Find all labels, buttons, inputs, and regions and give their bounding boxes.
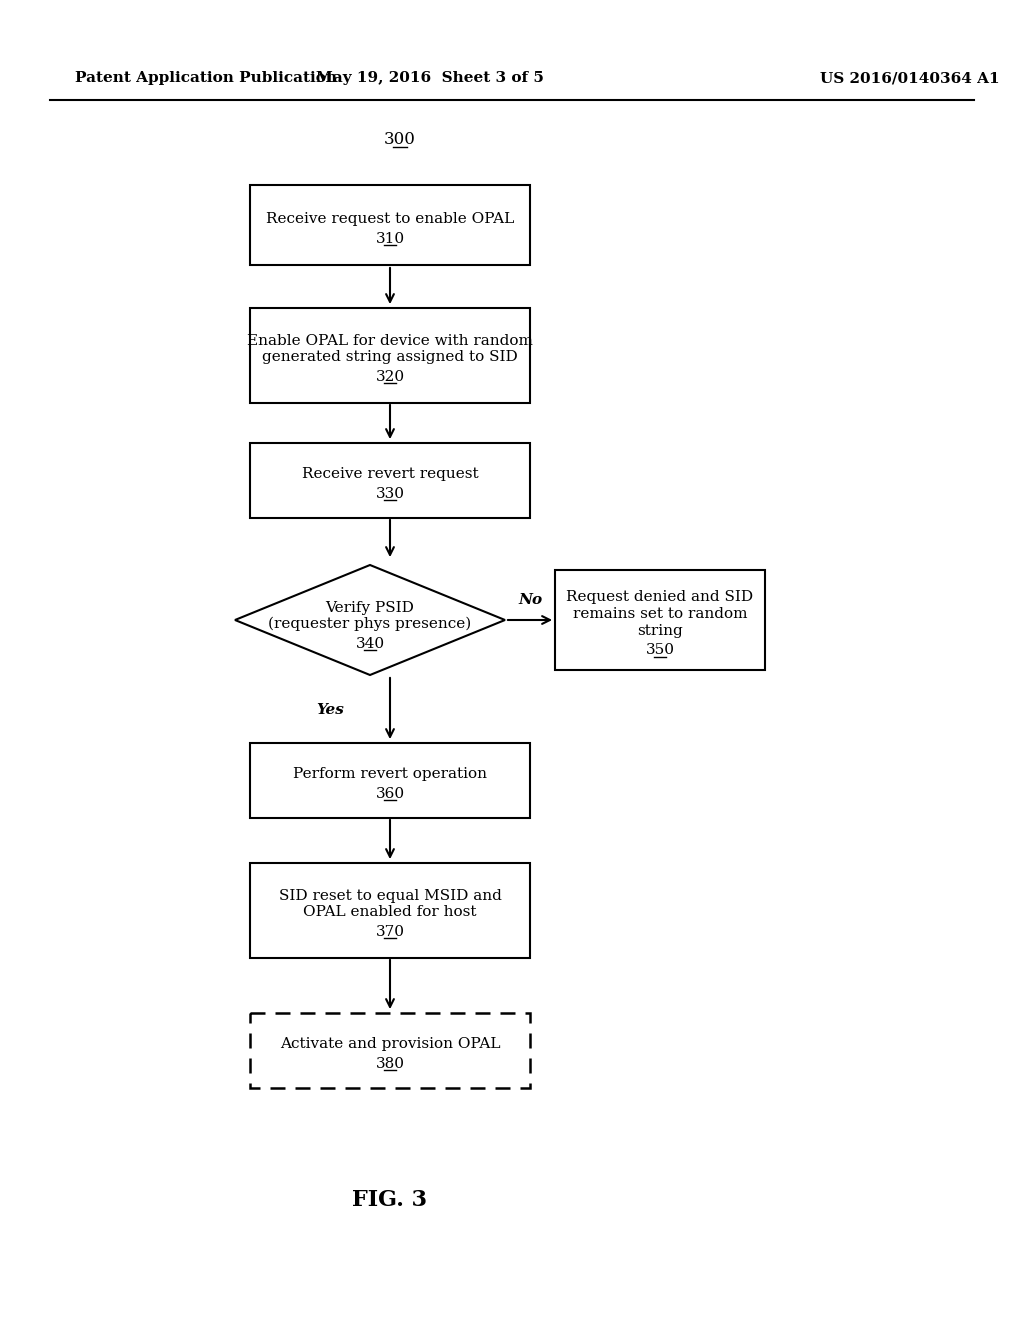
Text: 330: 330 bbox=[376, 487, 404, 502]
Text: US 2016/0140364 A1: US 2016/0140364 A1 bbox=[820, 71, 999, 84]
Text: Patent Application Publication: Patent Application Publication bbox=[75, 71, 337, 84]
Text: Receive revert request: Receive revert request bbox=[302, 467, 478, 480]
Polygon shape bbox=[234, 565, 505, 675]
Text: 360: 360 bbox=[376, 787, 404, 801]
Text: string: string bbox=[637, 623, 683, 638]
Text: 300: 300 bbox=[384, 132, 416, 149]
Bar bbox=[250, 442, 530, 517]
Text: 310: 310 bbox=[376, 232, 404, 246]
Text: generated string assigned to SID: generated string assigned to SID bbox=[262, 350, 518, 364]
Text: Request denied and SID: Request denied and SID bbox=[566, 590, 754, 605]
Text: FIG. 3: FIG. 3 bbox=[352, 1189, 427, 1210]
Text: Activate and provision OPAL: Activate and provision OPAL bbox=[280, 1038, 501, 1051]
Bar bbox=[250, 1012, 530, 1088]
Text: No: No bbox=[518, 593, 542, 607]
Bar bbox=[555, 570, 765, 671]
Bar bbox=[250, 308, 530, 403]
Text: Receive request to enable OPAL: Receive request to enable OPAL bbox=[266, 213, 514, 226]
Text: remains set to random: remains set to random bbox=[572, 607, 748, 620]
Text: (requester phys presence): (requester phys presence) bbox=[268, 616, 472, 631]
Text: Perform revert operation: Perform revert operation bbox=[293, 767, 487, 781]
Text: SID reset to equal MSID and: SID reset to equal MSID and bbox=[279, 888, 502, 903]
Text: 370: 370 bbox=[376, 925, 404, 940]
Text: 340: 340 bbox=[355, 638, 385, 651]
Text: Yes: Yes bbox=[316, 704, 344, 717]
Text: Enable OPAL for device with random: Enable OPAL for device with random bbox=[247, 334, 532, 347]
Text: May 19, 2016  Sheet 3 of 5: May 19, 2016 Sheet 3 of 5 bbox=[316, 71, 544, 84]
Text: 380: 380 bbox=[376, 1057, 404, 1071]
Text: 350: 350 bbox=[645, 644, 675, 657]
Bar bbox=[250, 185, 530, 265]
Bar bbox=[250, 742, 530, 817]
Bar bbox=[250, 862, 530, 957]
Text: OPAL enabled for host: OPAL enabled for host bbox=[303, 906, 477, 919]
Text: Verify PSID: Verify PSID bbox=[326, 601, 415, 615]
Text: 320: 320 bbox=[376, 370, 404, 384]
